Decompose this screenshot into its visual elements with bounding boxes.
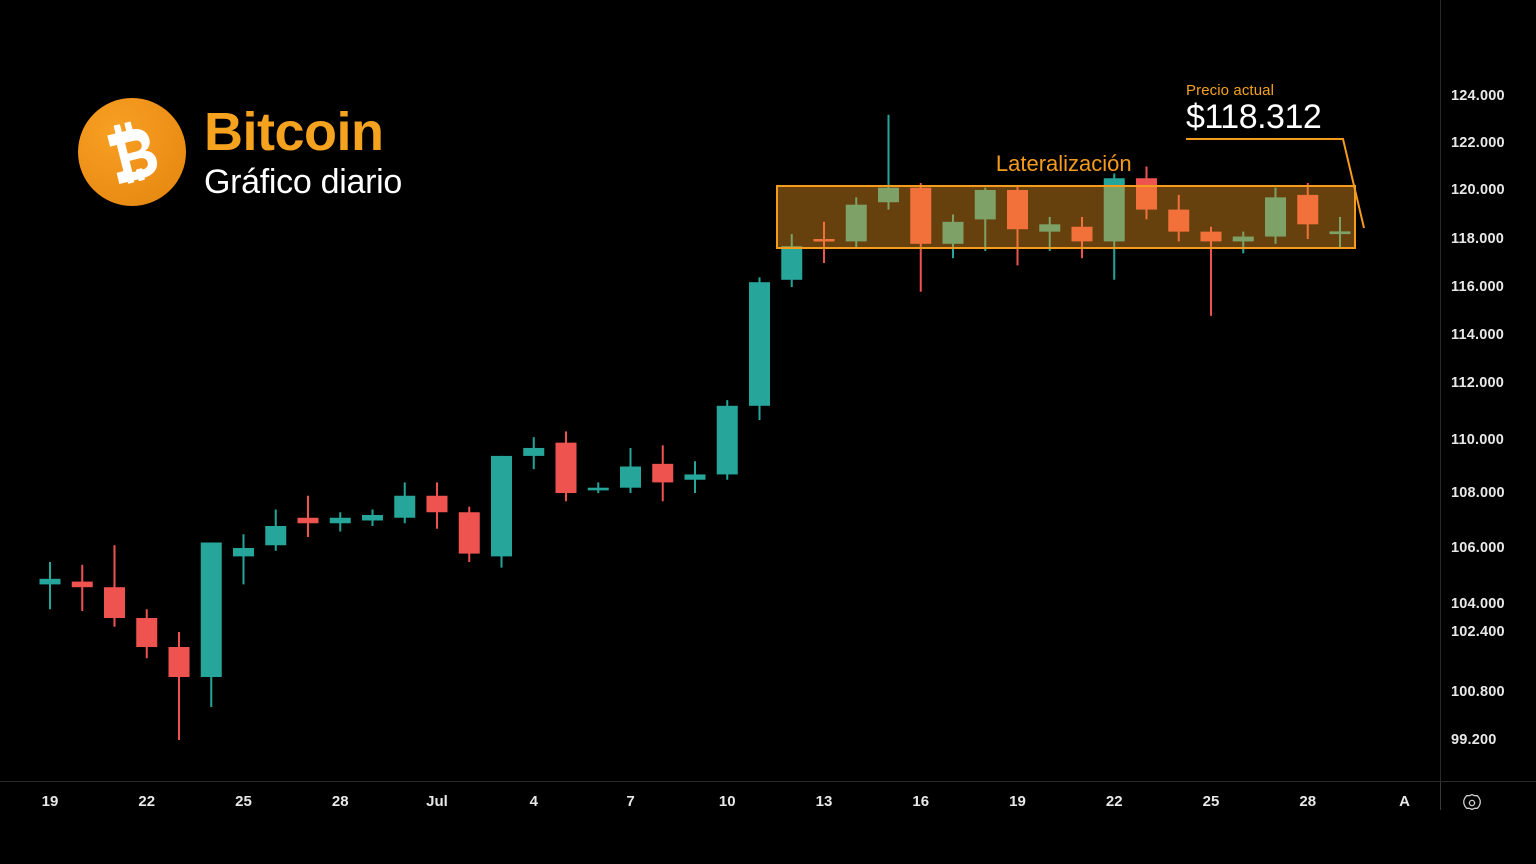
- candlestick: [1329, 216, 1351, 249]
- candlestick: [362, 509, 383, 526]
- candlestick: [1297, 182, 1319, 239]
- price-axis-tick: 108.000: [1451, 485, 1505, 501]
- candlestick: [652, 445, 674, 502]
- candlestick: [426, 482, 448, 529]
- brand-block: Bitcoin Gráfico diario: [78, 98, 402, 206]
- time-axis-tick: 28: [331, 793, 349, 810]
- consolidation-zone-label: Lateralización: [995, 151, 1132, 177]
- time-axis-tick: Jul: [426, 793, 448, 810]
- candlestick: [620, 447, 641, 493]
- candlestick: [200, 542, 222, 707]
- candlestick: [71, 564, 93, 611]
- candlestick: [781, 234, 803, 287]
- candlestick: [910, 182, 932, 292]
- candlestick: [942, 214, 964, 259]
- price-axis-tick: 120.000: [1451, 182, 1505, 198]
- time-axis-tick: 4: [529, 793, 538, 810]
- price-axis-tick: 122.000: [1451, 135, 1505, 151]
- candlestick: [491, 455, 512, 568]
- gear-icon[interactable]: [1461, 792, 1483, 814]
- candlestick: [168, 632, 190, 740]
- price-axis-tick: 118.000: [1451, 231, 1505, 247]
- candlestick: [1007, 185, 1028, 266]
- candlestick: [878, 114, 899, 210]
- candlestick: [974, 187, 996, 251]
- price-axis-tick: 110.000: [1451, 432, 1505, 448]
- current-price-value: $118.312: [1186, 98, 1322, 136]
- time-axis[interactable]: 19 22 25 28 Jul 4 7 10 13 16 19 22 25 28 A: [0, 781, 1536, 864]
- time-axis-tick: 22: [138, 793, 156, 810]
- time-axis-tick: 10: [718, 793, 736, 810]
- price-axis-tick: 99.200: [1451, 732, 1497, 748]
- candlestick: [104, 545, 125, 627]
- current-price-callout: Precio actual $118.312: [1186, 82, 1322, 140]
- price-axis-tick: 124.000: [1451, 88, 1505, 104]
- price-axis-tick: 106.000: [1451, 540, 1505, 556]
- time-axis-tick: 7: [626, 793, 635, 810]
- candlestick: [1103, 173, 1125, 280]
- candlestick: [297, 495, 319, 537]
- candlestick: [458, 506, 480, 562]
- candlestick: [749, 277, 770, 421]
- candlestick: [1200, 226, 1222, 316]
- candlestick: [1232, 231, 1254, 254]
- time-axis-tick: 25: [1202, 793, 1220, 810]
- candlestick: [555, 431, 577, 502]
- candlestick: [1168, 194, 1190, 242]
- candlestick: [716, 400, 738, 480]
- time-axis-tick: 19: [41, 793, 59, 810]
- time-axis-tick: 19: [1009, 793, 1026, 810]
- time-axis-tick: 13: [815, 793, 833, 810]
- candlestick: [233, 534, 254, 585]
- chart-plot-area[interactable]: [0, 0, 1440, 781]
- brand-text: Bitcoin Gráfico diario: [204, 105, 402, 199]
- candlestick: [587, 482, 609, 493]
- price-axis-tick: 112.000: [1451, 375, 1505, 391]
- candlestick: [1265, 187, 1286, 244]
- candlestick: [684, 461, 706, 493]
- candlestick: [265, 509, 287, 551]
- time-axis-tick: A: [1399, 793, 1410, 810]
- price-axis-tick: 100.800: [1451, 684, 1505, 700]
- price-axis-tick: 102.400: [1451, 624, 1505, 640]
- price-axis-tick: 104.000: [1451, 596, 1505, 612]
- candlestick: [1071, 216, 1093, 259]
- time-axis-tick: 22: [1105, 793, 1123, 810]
- current-price-caption: Precio actual: [1186, 82, 1275, 99]
- brand-title: Bitcoin: [204, 102, 384, 162]
- candlestick: [1136, 166, 1157, 220]
- candlestick: [39, 562, 61, 610]
- candlestick: [813, 221, 835, 263]
- time-axis-tick: 16: [912, 793, 930, 810]
- callout-underline: [1186, 137, 1299, 140]
- candlestick: [1039, 216, 1061, 251]
- candlestick: [329, 512, 351, 532]
- candlestick: [394, 482, 416, 524]
- bitcoin-icon: [78, 98, 186, 206]
- price-axis[interactable]: 124.000 122.000 120.000 118.000 116.000 114.0…: [1440, 0, 1536, 781]
- candlestick: [523, 437, 545, 470]
- axis-corner-divider: [1440, 782, 1441, 810]
- price-axis-tick: 114.000: [1451, 327, 1505, 343]
- candlestick-series: [39, 114, 1351, 740]
- time-axis-tick: 25: [235, 793, 252, 810]
- brand-subtitle: Gráfico diario: [204, 163, 402, 201]
- price-axis-tick: 116.000: [1451, 279, 1505, 295]
- candlestick: [845, 197, 867, 249]
- time-axis-tick: 28: [1299, 793, 1317, 810]
- candlestick: [136, 609, 158, 659]
